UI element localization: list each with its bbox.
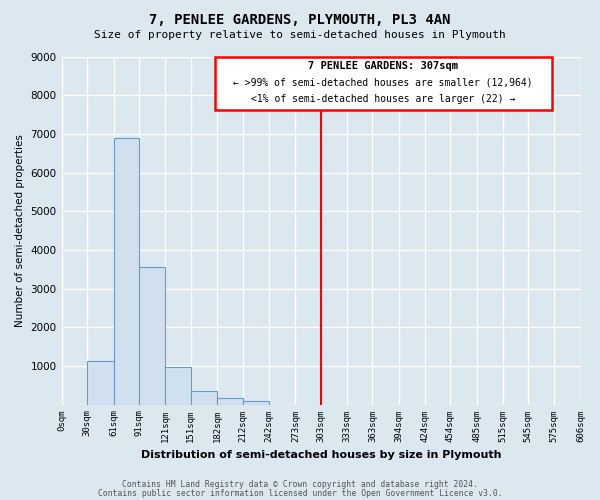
Bar	[217, 398, 243, 404]
Text: ← >99% of semi-detached houses are smaller (12,964): ← >99% of semi-detached houses are small…	[233, 78, 533, 88]
Bar	[243, 400, 269, 404]
Text: Size of property relative to semi-detached houses in Plymouth: Size of property relative to semi-detach…	[94, 30, 506, 40]
Bar	[139, 267, 165, 404]
Bar	[87, 361, 114, 405]
X-axis label: Distribution of semi-detached houses by size in Plymouth: Distribution of semi-detached houses by …	[141, 450, 501, 460]
Y-axis label: Number of semi-detached properties: Number of semi-detached properties	[15, 134, 25, 327]
Text: Contains HM Land Registry data © Crown copyright and database right 2024.: Contains HM Land Registry data © Crown c…	[122, 480, 478, 489]
Bar	[165, 366, 191, 405]
Bar	[191, 391, 217, 404]
Text: <1% of semi-detached houses are larger (22) →: <1% of semi-detached houses are larger (…	[251, 94, 515, 104]
Text: 7, PENLEE GARDENS, PLYMOUTH, PL3 4AN: 7, PENLEE GARDENS, PLYMOUTH, PL3 4AN	[149, 12, 451, 26]
Bar	[114, 138, 139, 404]
Bar	[215, 56, 552, 110]
Text: 7 PENLEE GARDENS: 307sqm: 7 PENLEE GARDENS: 307sqm	[308, 61, 458, 71]
Text: Contains public sector information licensed under the Open Government Licence v3: Contains public sector information licen…	[98, 488, 502, 498]
